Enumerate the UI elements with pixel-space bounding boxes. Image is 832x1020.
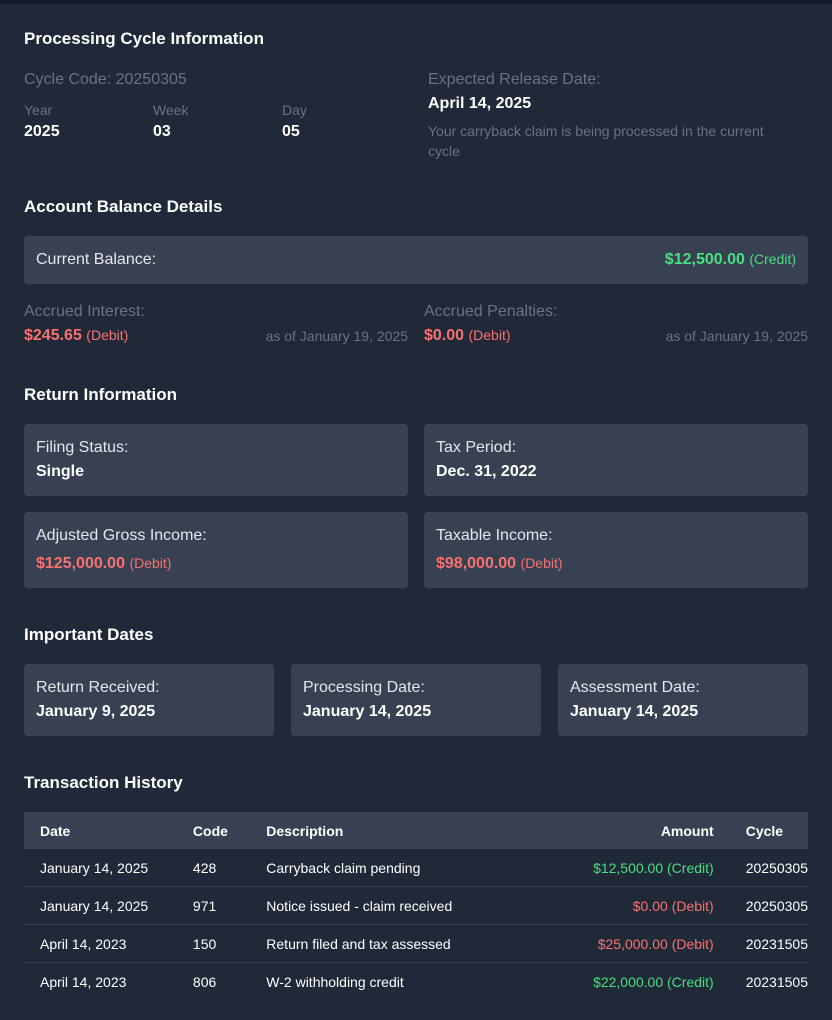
processing-date-card: Processing Date: January 14, 2025 — [291, 664, 541, 736]
return-received-value: January 9, 2025 — [36, 703, 156, 720]
account-balance-title: Account Balance Details — [24, 197, 223, 216]
agi-amount: $125,000.00 (Debit) — [36, 555, 171, 573]
row-amount: $25,000.00 (Debit) — [505, 924, 746, 963]
accrued-interest-value: $245.65 — [24, 327, 82, 344]
current-balance-label: Current Balance: — [36, 251, 157, 268]
header-date: Date — [40, 822, 71, 839]
current-balance-value: $12,500.00 — [664, 251, 745, 268]
accrued-penalties-label: Accrued Penalties: — [424, 303, 558, 320]
important-dates-title: Important Dates — [24, 625, 154, 644]
row-amount: $12,500.00 (Credit) — [593, 859, 714, 876]
row-cycle: 20231505 — [745, 962, 808, 1000]
taxable-income-value: $98,000.00 — [436, 555, 517, 572]
row-amount: $0.00 (Debit) — [505, 886, 746, 925]
filing-status-label: Filing Status: — [36, 439, 129, 456]
accrued-penalties-value: $0.00 — [424, 327, 465, 344]
current-balance-card: Current Balance: $12,500.00 (Credit) — [24, 236, 808, 284]
accrued-interest-tag: (Debit) — [86, 327, 129, 343]
filing-status-card: Filing Status: Single — [24, 424, 408, 496]
agi-card: Adjusted Gross Income: $125,000.00 (Debi… — [24, 512, 408, 588]
tax-period-value: Dec. 31, 2022 — [436, 463, 537, 480]
assessment-date-value: January 14, 2025 — [570, 703, 699, 720]
assessment-date-label: Assessment Date: — [570, 679, 700, 696]
header-amount: Amount — [660, 822, 714, 839]
row-cycle: 20250305 — [745, 859, 808, 876]
taxable-income-card: Taxable Income: $98,000.00 (Debit) — [424, 512, 808, 588]
table-row: January 14, 2025 428 Carryback claim pen… — [24, 849, 808, 887]
processing-cycle-title: Processing Cycle Information — [24, 29, 264, 48]
week-label: Week — [153, 102, 189, 118]
release-date-value: April 14, 2025 — [428, 95, 532, 112]
return-received-card: Return Received: January 9, 2025 — [24, 664, 274, 736]
day-value: 05 — [282, 123, 300, 140]
row-date: January 14, 2025 — [24, 886, 193, 925]
table-row: April 14, 2023 150 Return filed and tax … — [24, 924, 808, 963]
agi-tag: (Debit) — [129, 555, 172, 571]
header-code: Code — [192, 822, 228, 839]
table-header-row: Date Code Description Amount Cycle — [24, 812, 808, 849]
tax-period-label: Tax Period: — [436, 439, 517, 456]
row-description: Carryback claim pending — [266, 859, 421, 876]
week-value: 03 — [153, 123, 171, 140]
taxable-income-amount: $98,000.00 (Debit) — [436, 555, 563, 573]
row-cycle: 20250305 — [745, 886, 808, 925]
header-cycle: Cycle — [745, 822, 784, 839]
row-code: 428 — [192, 859, 217, 876]
accrued-interest-asof: as of January 19, 2025 — [265, 328, 408, 344]
year-value: 2025 — [24, 123, 60, 140]
agi-label: Adjusted Gross Income: — [36, 527, 207, 544]
transaction-table: Date Code Description Amount Cycle Janua… — [24, 812, 808, 1000]
taxable-income-label: Taxable Income: — [436, 527, 553, 544]
cycle-code: Cycle Code: 20250305 — [24, 71, 187, 88]
row-amount: $22,000.00 (Credit) — [505, 962, 746, 1000]
processing-date-label: Processing Date: — [303, 679, 425, 696]
accrued-penalties-amount: $0.00 (Debit) — [424, 327, 511, 345]
row-date: January 14, 2025 — [40, 859, 149, 876]
accrued-interest-amount: $245.65 (Debit) — [24, 327, 128, 345]
current-balance-amount: $12,500.00 (Credit) — [665, 251, 796, 269]
accrued-penalties-tag: (Debit) — [468, 327, 511, 343]
table-row: January 14, 2025 971 Notice issued - cla… — [24, 886, 808, 925]
release-note: Your carryback claim is being processed … — [428, 123, 764, 159]
row-description: Return filed and tax assessed — [266, 924, 506, 963]
transaction-history-title: Transaction History — [24, 773, 183, 792]
processing-date-value: January 14, 2025 — [303, 703, 432, 720]
row-date: April 14, 2023 — [24, 962, 193, 1000]
return-information-title: Return Information — [24, 385, 177, 404]
assessment-date-card: Assessment Date: January 14, 2025 — [558, 664, 808, 736]
header-description: Description — [266, 822, 344, 839]
row-code: 971 — [192, 886, 267, 925]
accrued-penalties-asof: as of January 19, 2025 — [665, 328, 808, 344]
tax-period-card: Tax Period: Dec. 31, 2022 — [424, 424, 808, 496]
return-received-label: Return Received: — [36, 679, 160, 696]
taxable-income-tag: (Debit) — [520, 555, 563, 571]
current-balance-tag: (Credit) — [749, 251, 796, 267]
day-label: Day — [282, 102, 307, 118]
row-cycle: 20231505 — [745, 924, 808, 963]
table-row: April 14, 2023 806 W-2 withholding credi… — [24, 962, 808, 1000]
accrued-interest-label: Accrued Interest: — [24, 303, 145, 320]
row-code: 150 — [192, 924, 267, 963]
row-date: April 14, 2023 — [24, 924, 193, 963]
row-code: 806 — [192, 962, 267, 1000]
agi-value: $125,000.00 — [36, 555, 125, 572]
row-description: Notice issued - claim received — [266, 886, 506, 925]
top-border — [0, 0, 832, 4]
release-date-label: Expected Release Date: — [428, 71, 601, 88]
row-description: W-2 withholding credit — [266, 962, 506, 1000]
filing-status-value: Single — [36, 463, 85, 480]
year-label: Year — [24, 102, 53, 118]
